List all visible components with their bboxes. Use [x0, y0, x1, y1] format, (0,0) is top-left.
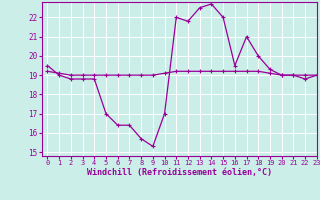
X-axis label: Windchill (Refroidissement éolien,°C): Windchill (Refroidissement éolien,°C) — [87, 168, 272, 177]
